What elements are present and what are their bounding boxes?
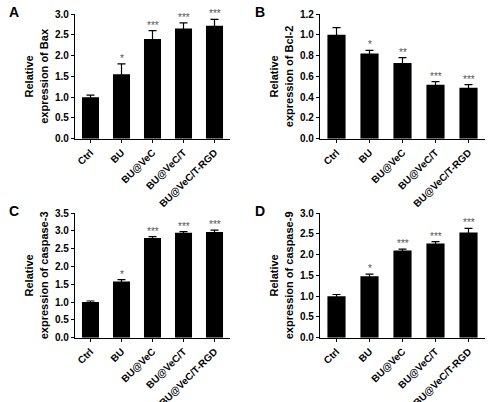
svg-text:2.5: 2.5 xyxy=(55,243,69,254)
svg-text:C: C xyxy=(9,203,19,219)
svg-text:BU@VeC/T-RGD: BU@VeC/T-RGD xyxy=(157,346,219,402)
svg-text:2.0: 2.0 xyxy=(55,50,69,61)
svg-text:BU@VeC/T: BU@VeC/T xyxy=(396,147,441,192)
svg-text:0.5: 0.5 xyxy=(300,311,314,322)
svg-text:BU@VeC: BU@VeC xyxy=(369,346,407,384)
svg-text:Ctrl: Ctrl xyxy=(75,346,95,366)
svg-text:***: *** xyxy=(147,20,159,31)
svg-text:*: * xyxy=(368,39,372,50)
svg-text:BU@VeC/T-RGD: BU@VeC/T-RGD xyxy=(411,147,473,209)
svg-text:***: *** xyxy=(430,71,442,82)
svg-text:Relativeexpression of caspase-: Relativeexpression of caspase-3 xyxy=(23,211,49,339)
svg-text:1.5: 1.5 xyxy=(300,270,314,281)
svg-text:**: ** xyxy=(399,47,407,58)
svg-text:Ctrl: Ctrl xyxy=(321,346,341,366)
svg-text:BU: BU xyxy=(356,147,374,165)
svg-text:*: * xyxy=(120,269,124,280)
svg-text:***: *** xyxy=(463,74,475,85)
svg-text:BU@VeC/T: BU@VeC/T xyxy=(144,147,189,192)
svg-text:0.2: 0.2 xyxy=(300,112,314,123)
svg-text:*: * xyxy=(120,53,124,64)
svg-text:3.5: 3.5 xyxy=(55,208,69,219)
svg-text:0.0: 0.0 xyxy=(300,332,314,343)
svg-text:BU@VeC/T-RGD: BU@VeC/T-RGD xyxy=(157,147,219,209)
svg-text:Relativeexpression of caspase-: Relativeexpression of caspase-9 xyxy=(268,211,294,339)
svg-text:2.5: 2.5 xyxy=(55,29,69,40)
svg-text:1.0: 1.0 xyxy=(55,297,69,308)
svg-text:0.4: 0.4 xyxy=(300,92,314,103)
svg-text:D: D xyxy=(255,203,265,219)
svg-text:3.0: 3.0 xyxy=(55,9,69,20)
svg-text:BU@VeC: BU@VeC xyxy=(119,147,157,185)
svg-text:BU@VeC/T: BU@VeC/T xyxy=(144,346,189,391)
svg-text:BU@VeC/T: BU@VeC/T xyxy=(396,346,441,391)
svg-text:***: *** xyxy=(463,217,475,228)
svg-text:***: *** xyxy=(209,8,221,19)
svg-text:0.0: 0.0 xyxy=(300,133,314,144)
svg-text:1.0: 1.0 xyxy=(300,291,314,302)
svg-text:3.0: 3.0 xyxy=(55,225,69,236)
svg-text:2.0: 2.0 xyxy=(300,249,314,260)
svg-text:Relativeexpression of Bcl-2: Relativeexpression of Bcl-2 xyxy=(268,26,294,127)
svg-text:Ctrl: Ctrl xyxy=(321,147,341,167)
svg-text:*: * xyxy=(368,263,372,274)
svg-text:2.0: 2.0 xyxy=(55,261,69,272)
svg-text:***: *** xyxy=(209,219,221,230)
svg-text:Relativeexpression of Bax: Relativeexpression of Bax xyxy=(23,28,49,124)
svg-text:Ctrl: Ctrl xyxy=(75,147,95,167)
svg-text:BU: BU xyxy=(108,147,126,165)
svg-text:***: *** xyxy=(430,231,442,242)
svg-text:0.8: 0.8 xyxy=(300,50,314,61)
svg-text:0.0: 0.0 xyxy=(55,133,69,144)
svg-text:***: *** xyxy=(397,238,409,249)
svg-text:***: *** xyxy=(178,221,190,232)
svg-text:BU: BU xyxy=(356,346,374,364)
svg-text:B: B xyxy=(255,4,265,20)
svg-text:0.5: 0.5 xyxy=(55,112,69,123)
svg-text:1.5: 1.5 xyxy=(55,71,69,82)
svg-text:1.0: 1.0 xyxy=(55,92,69,103)
svg-text:0.5: 0.5 xyxy=(55,314,69,325)
svg-text:0.0: 0.0 xyxy=(55,332,69,343)
svg-text:3.0: 3.0 xyxy=(300,208,314,219)
svg-text:BU: BU xyxy=(108,346,126,364)
svg-text:A: A xyxy=(9,4,19,20)
svg-text:BU@VeC: BU@VeC xyxy=(119,346,157,384)
svg-text:1.0: 1.0 xyxy=(300,29,314,40)
svg-text:2.5: 2.5 xyxy=(300,228,314,239)
svg-text:***: *** xyxy=(147,226,159,237)
svg-text:BU@VeC/T-RGD: BU@VeC/T-RGD xyxy=(411,346,473,402)
svg-text:0.6: 0.6 xyxy=(300,71,314,82)
svg-text:***: *** xyxy=(178,12,190,23)
svg-text:1.5: 1.5 xyxy=(55,279,69,290)
svg-text:BU@VeC: BU@VeC xyxy=(369,147,407,185)
svg-text:1.2: 1.2 xyxy=(300,9,314,20)
